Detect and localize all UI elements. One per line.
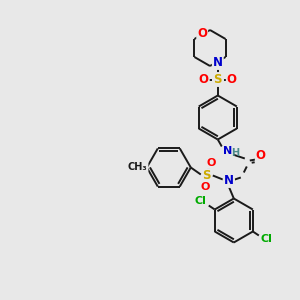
Text: S: S — [214, 73, 222, 86]
Text: O: O — [256, 149, 266, 162]
Text: O: O — [197, 27, 207, 40]
Text: CH₃: CH₃ — [128, 163, 148, 172]
Text: Cl: Cl — [261, 235, 273, 244]
Text: O: O — [199, 73, 209, 86]
Text: O: O — [200, 182, 209, 193]
Text: Cl: Cl — [195, 196, 207, 206]
Text: N: N — [224, 174, 234, 187]
Text: H: H — [231, 148, 239, 158]
Text: N: N — [223, 146, 232, 157]
Text: N: N — [213, 56, 223, 69]
Text: O: O — [227, 73, 237, 86]
Text: S: S — [202, 169, 211, 182]
Text: O: O — [206, 158, 215, 167]
